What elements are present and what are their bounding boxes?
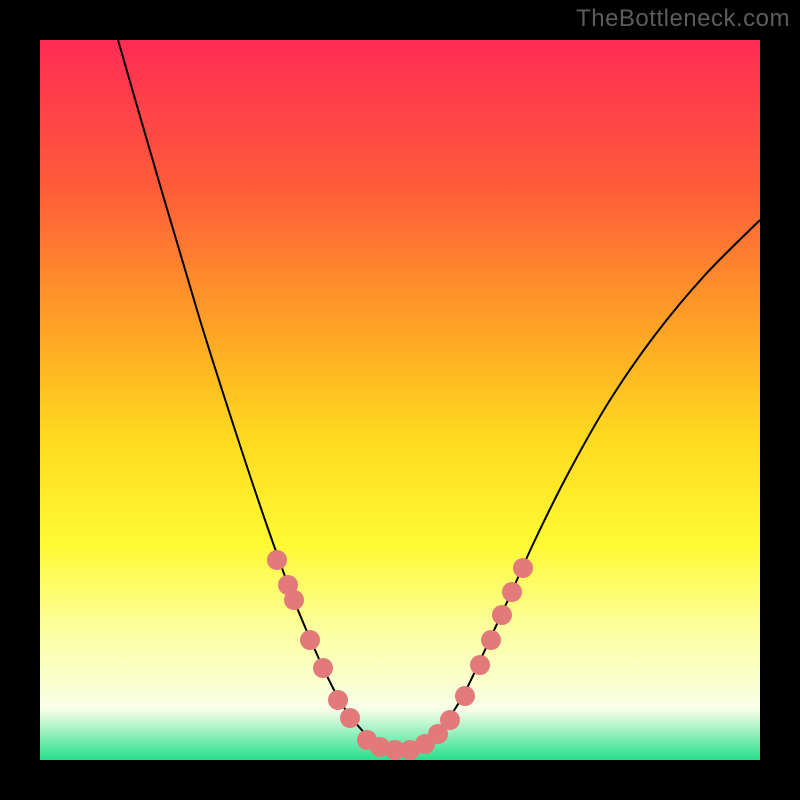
scatter-marker	[455, 686, 475, 706]
scatter-marker	[502, 582, 522, 602]
scatter-marker	[313, 658, 333, 678]
scatter-marker	[481, 630, 501, 650]
scatter-marker	[470, 655, 490, 675]
v-curve-line	[118, 40, 760, 750]
chart-svg	[40, 40, 760, 760]
scatter-marker	[440, 710, 460, 730]
scatter-marker	[513, 558, 533, 578]
scatter-marker	[300, 630, 320, 650]
scatter-markers	[267, 550, 533, 760]
scatter-marker	[267, 550, 287, 570]
scatter-marker	[328, 690, 348, 710]
plot-area	[40, 40, 760, 760]
scatter-marker	[284, 590, 304, 610]
scatter-marker	[492, 605, 512, 625]
watermark-text: TheBottleneck.com	[576, 5, 790, 33]
scatter-marker	[340, 708, 360, 728]
chart-frame: TheBottleneck.com	[0, 0, 800, 800]
